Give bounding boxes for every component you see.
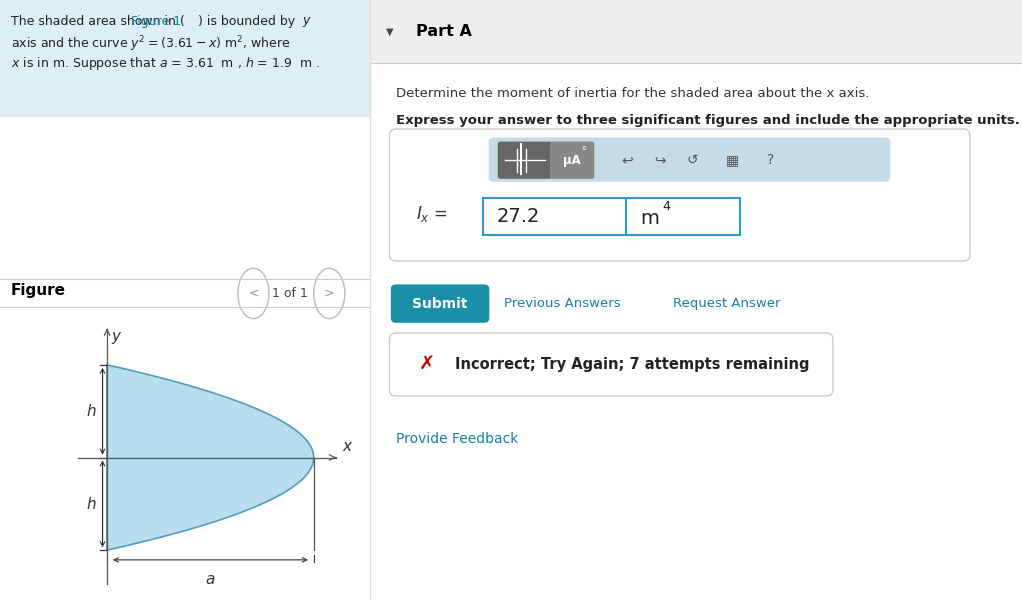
- Text: $y$: $y$: [111, 330, 123, 346]
- Text: ?: ?: [768, 153, 775, 167]
- Text: $h$: $h$: [86, 496, 96, 512]
- Text: $I_x$ =: $I_x$ =: [416, 204, 448, 224]
- Text: Determine the moment of inertia for the shaded area about the x axis.: Determine the moment of inertia for the …: [397, 87, 870, 100]
- FancyBboxPatch shape: [482, 198, 625, 235]
- Text: $x$: $x$: [341, 439, 354, 454]
- Text: ↺: ↺: [687, 153, 698, 167]
- Polygon shape: [107, 365, 314, 550]
- Text: $x$ is in m. Suppose that $a$ = 3.61  m , $h$ = 1.9  m .: $x$ is in m. Suppose that $a$ = 3.61 m ,…: [11, 55, 320, 71]
- FancyBboxPatch shape: [489, 137, 890, 182]
- Text: Request Answer: Request Answer: [673, 297, 781, 310]
- Text: ↪: ↪: [654, 153, 666, 167]
- Text: Incorrect; Try Again; 7 attempts remaining: Incorrect; Try Again; 7 attempts remaini…: [455, 357, 809, 372]
- Text: <: <: [248, 287, 259, 300]
- Text: Express your answer to three significant figures and include the appropriate uni: Express your answer to three significant…: [397, 114, 1020, 127]
- Text: Provide Feedback: Provide Feedback: [397, 432, 518, 446]
- Text: Previous Answers: Previous Answers: [504, 297, 620, 310]
- Text: 27.2: 27.2: [497, 207, 541, 226]
- Text: Figure: Figure: [11, 283, 66, 298]
- FancyBboxPatch shape: [626, 198, 740, 235]
- Text: ) is bounded by: ) is bounded by: [198, 15, 299, 28]
- FancyBboxPatch shape: [498, 142, 552, 179]
- FancyBboxPatch shape: [390, 284, 490, 323]
- Text: μA: μA: [563, 154, 580, 167]
- Text: ▦: ▦: [726, 153, 739, 167]
- Text: >: >: [324, 287, 334, 300]
- Text: The shaded area shown in (: The shaded area shown in (: [11, 15, 185, 28]
- Text: Submit: Submit: [412, 296, 467, 311]
- Text: 4: 4: [662, 200, 670, 214]
- Text: Figure 1: Figure 1: [132, 15, 182, 28]
- Text: $y$: $y$: [301, 15, 312, 29]
- Text: ✗: ✗: [419, 355, 435, 374]
- Text: °: °: [582, 146, 587, 156]
- Text: m: m: [641, 209, 659, 228]
- Text: ▼: ▼: [386, 27, 393, 37]
- Text: Part A: Part A: [416, 25, 471, 40]
- Text: axis and the curve $y^2 = (3.61-x)$ m$^2$, where: axis and the curve $y^2 = (3.61-x)$ m$^2…: [11, 35, 291, 55]
- Text: $h$: $h$: [86, 403, 96, 419]
- Text: ↩: ↩: [621, 153, 634, 167]
- FancyBboxPatch shape: [389, 129, 970, 261]
- Text: $a$: $a$: [205, 572, 216, 587]
- FancyBboxPatch shape: [370, 0, 1022, 63]
- FancyBboxPatch shape: [0, 0, 370, 117]
- FancyBboxPatch shape: [389, 333, 833, 396]
- FancyBboxPatch shape: [550, 142, 594, 179]
- Text: 1 of 1: 1 of 1: [273, 287, 309, 300]
